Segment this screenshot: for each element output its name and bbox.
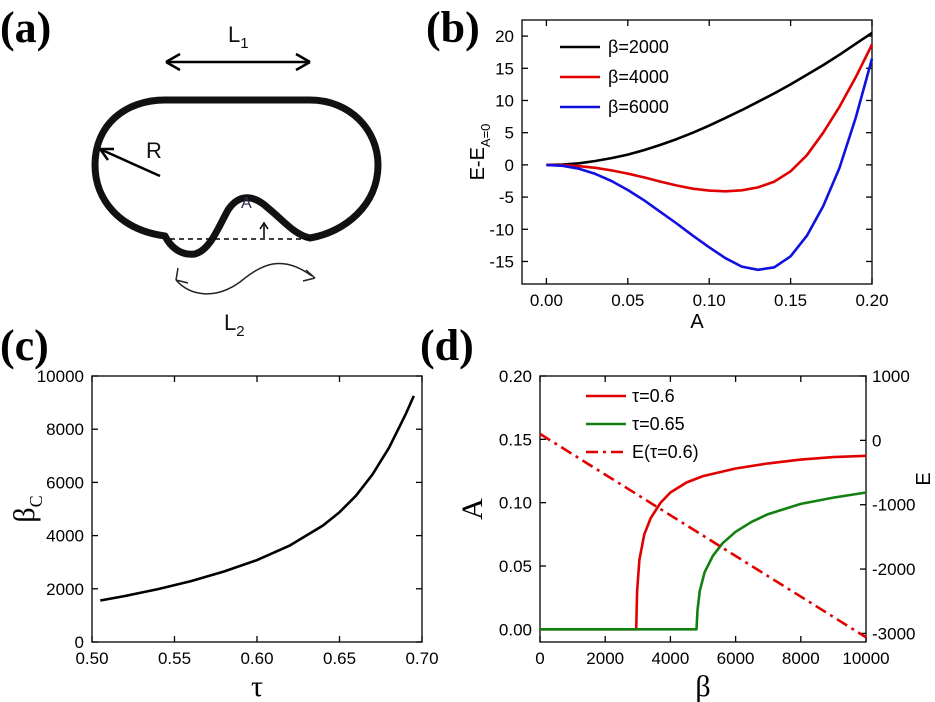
x-axis-title: β [695,670,710,702]
membrane-schematic: L1 R A L2 [91,22,382,340]
series-line-0 [540,454,867,631]
x-axis-title: A [690,311,704,333]
y-axis-title: βC [8,495,46,522]
x-tick-label: 0 [535,649,544,668]
l2-arrow-head-right [302,269,316,282]
x-tick-label: 4000 [651,649,689,668]
x-tick-label: 0.65 [323,649,356,668]
y-axis-title: A [456,498,489,520]
x-tick-label: 8000 [782,649,820,668]
l1-arrow-head-right [295,52,311,72]
legend-label-0: β=2000 [608,37,669,57]
l2-label: L2 [224,310,245,340]
x-tick-label: 0.55 [158,649,191,668]
plot-frame [521,19,873,285]
y-right-tick-label: -1000 [872,496,915,515]
radius-label: R [146,138,162,163]
y-axis-title-main: E-E [467,147,489,180]
panel-label-a: (a) [0,3,51,52]
y-right-axis-title: E [913,472,935,485]
panel-label-d: (d) [420,321,474,370]
y-axis-title-sub: C [26,495,46,507]
y-tick-label: 15 [495,59,514,78]
y-tick-label: 0 [505,156,514,175]
y-tick-label: 5 [505,124,514,143]
legend-label-1: τ=0.65 [632,414,685,434]
panel-label-b: (b) [426,3,480,52]
y-tick-label: 8000 [46,420,84,439]
y-tick-label: 6000 [46,473,84,492]
series-line-1 [540,491,867,631]
legend-label-1: β=4000 [608,67,669,87]
y-axis-title: E-EA=0 [467,124,493,181]
l2-wavy-arrow [175,262,313,295]
x-tick-label: 0.15 [774,291,807,310]
series-line-0 [100,395,415,602]
amplitude-label: A [241,195,252,212]
y-tick-label: 0.10 [499,494,532,513]
l1-arrow-head-left [165,52,181,72]
y-axis-title-sub: A=0 [478,124,493,148]
y-tick-label: 10000 [37,367,84,386]
plot-frame [539,375,867,643]
y-tick-label: 0.00 [499,620,532,639]
x-tick-label: 0.70 [405,649,438,668]
x-tick-label: 0.10 [693,291,726,310]
panel-c-chart: 0.50 0.55 0.60 0.65 0.70 0 2000 4000 6000 8000 100… [8,367,439,702]
x-tick-label: 0.50 [75,649,108,668]
y-tick-label: -15 [489,252,514,271]
y-tick-label: 2000 [46,580,84,599]
x-tick-label: 0.05 [611,291,644,310]
x-tick-label: 2000 [586,649,624,668]
y-right-tick-label: 0 [872,431,881,450]
plot-frame [91,375,423,643]
x-tick-label: 0.00 [530,291,563,310]
x-tick-label: 0.20 [855,291,888,310]
y-right-tick-label: 1000 [872,367,910,386]
x-tick-label: 0.60 [240,649,273,668]
legend-label-2: β=6000 [608,97,669,117]
y-right-tick-label: -2000 [872,560,915,579]
series-line-2 [546,58,874,272]
series-line-0 [546,31,873,167]
panel-d-chart: 0 2000 4000 6000 8000 100000.000.050.100.150.… [456,367,935,702]
y-tick-label: 20 [495,27,514,46]
x-tick-label: 10000 [842,649,889,668]
y-tick-label: -5 [499,188,514,207]
series-line-1 [546,43,874,193]
x-tick-label: 6000 [717,649,755,668]
amplitude-arrow-head [259,221,269,230]
legend-label-0: τ=0.6 [632,386,675,406]
y-tick-label: 10 [495,91,514,110]
l2-arrow-head-left [175,267,189,284]
y-tick-label: 0 [75,633,84,652]
panel-b-chart: 0.00 0.05 0.10 0.15 0.20 -15 -10 -5 0 5 10 15 20 A E-E… [467,19,889,333]
radius-arrow-head [98,147,114,161]
y-tick-label: 0.15 [499,430,532,449]
series-line-2 [539,432,867,639]
l1-label: L1 [228,22,249,52]
y-axis-title-main: β [8,507,41,522]
radius-line [101,148,161,178]
membrane-outline [91,96,382,258]
y-tick-label: 0.20 [499,367,532,386]
y-tick-label: 0.05 [499,557,532,576]
legend-label-2: E(τ=0.6) [632,442,699,462]
panel-label-c: (c) [0,321,49,370]
y-tick-label: 4000 [46,527,84,546]
x-axis-title: τ [251,670,263,702]
y-right-tick-label: -3000 [872,624,915,643]
y-tick-label: -10 [489,220,514,239]
